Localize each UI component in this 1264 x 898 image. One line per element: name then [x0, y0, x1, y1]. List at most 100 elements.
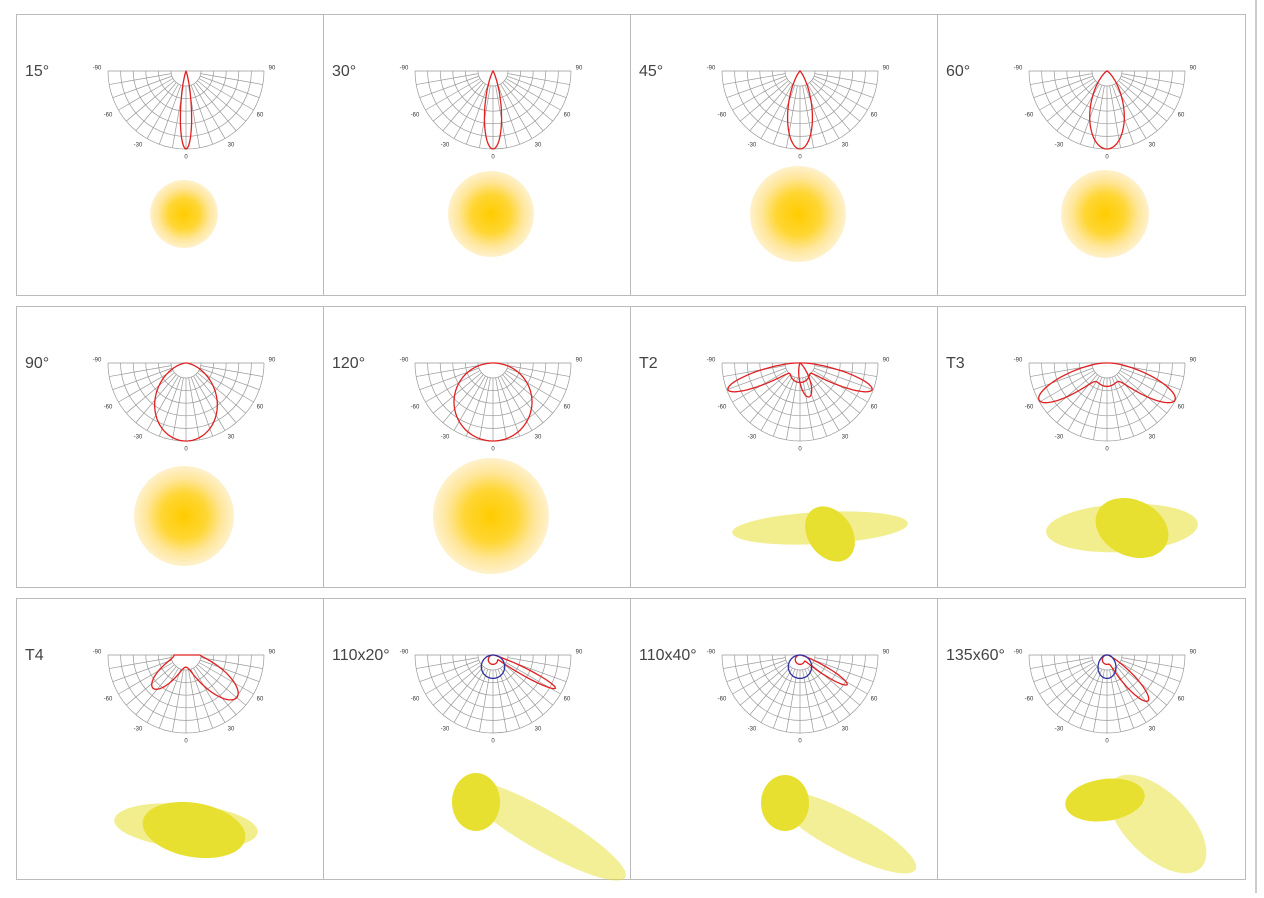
polar-spoke — [813, 75, 874, 99]
cell: 60° -90 -60 -30 0 30 60 90 — [937, 14, 1246, 296]
light-spot — [142, 801, 246, 859]
polar-spoke — [786, 669, 798, 732]
polar-spoke — [1030, 73, 1093, 85]
polar-spoke — [507, 365, 570, 377]
cell: 90° -90 -60 -30 0 30 60 90 — [16, 306, 324, 588]
cell-label: T4 — [25, 647, 44, 664]
polar-spoke — [804, 84, 828, 145]
polar-spoke — [732, 662, 788, 695]
polar-label: -90 — [1014, 66, 1023, 72]
cell: T3 -90 -60 -30 0 30 60 90 — [937, 306, 1246, 588]
polar-spoke — [726, 367, 787, 391]
polar-label: 90 — [1190, 66, 1197, 72]
cell-label: 110x40° — [639, 647, 697, 664]
polar-spoke — [453, 667, 486, 723]
polar-label: -30 — [748, 435, 757, 441]
polar-spoke — [814, 73, 877, 85]
polar-spoke — [172, 377, 184, 440]
polar-spoke — [1039, 370, 1095, 403]
polar-spoke — [1039, 78, 1095, 111]
cell: 110x20° -90 -60 -30 0 30 60 90 — [323, 598, 631, 881]
polar-spoke — [118, 78, 174, 111]
cell-border — [630, 598, 938, 880]
polar-spoke — [416, 657, 479, 669]
light-spot — [433, 458, 549, 574]
polar-spoke — [1030, 657, 1093, 669]
polar-spoke — [760, 83, 793, 139]
polar-spoke — [1039, 662, 1095, 695]
polar-spoke — [802, 85, 814, 148]
cell: 45° -90 -60 -30 0 30 60 90 — [630, 14, 938, 296]
polar-label: 30 — [535, 143, 542, 149]
polar-spoke — [433, 372, 482, 414]
polar-spoke — [1120, 75, 1181, 99]
polar-spoke — [442, 82, 484, 131]
polar-spoke — [190, 376, 214, 437]
polar-spoke — [505, 370, 561, 403]
polar-label: -60 — [1025, 697, 1034, 703]
cell-label: 60° — [946, 63, 970, 80]
polar-spoke — [112, 75, 173, 99]
polar-spoke — [1067, 83, 1100, 139]
polar-spoke — [1033, 367, 1094, 391]
polar-spoke — [497, 376, 521, 437]
polar-label: -60 — [104, 697, 113, 703]
polar-label: 90 — [1190, 650, 1197, 656]
beam-curve — [179, 70, 193, 150]
polar-label: 60 — [1178, 405, 1185, 411]
beam-curve — [1089, 70, 1125, 150]
polar-label: 90 — [269, 66, 276, 72]
polar-spoke — [812, 662, 868, 695]
polar-spoke — [802, 669, 814, 732]
polar-label: 60 — [257, 405, 264, 411]
polar-spoke — [419, 659, 480, 683]
polar-label: 30 — [842, 727, 849, 733]
beam-curve — [480, 654, 506, 680]
polar-spoke — [1121, 73, 1184, 85]
polar-spoke — [188, 377, 200, 440]
beam-curve — [151, 654, 239, 701]
light-spot — [134, 466, 234, 566]
polar-label: 0 — [798, 447, 802, 453]
polar-label: 30 — [842, 435, 849, 441]
polar-spoke — [1047, 80, 1096, 122]
polar-spoke — [1093, 377, 1105, 440]
polar-spoke — [760, 667, 793, 723]
light-spot — [1065, 778, 1145, 822]
polar-label: 0 — [1105, 739, 1109, 745]
polar-spoke — [1116, 82, 1158, 131]
polar-spoke — [1047, 664, 1096, 706]
polar-spoke — [760, 375, 793, 431]
cell-border — [937, 306, 1246, 588]
polar-spoke — [442, 374, 484, 423]
polar-label: -90 — [400, 358, 409, 364]
light-spot — [805, 506, 855, 562]
polar-label: -90 — [93, 358, 102, 364]
polar-spoke — [497, 668, 521, 729]
polar-spoke — [726, 659, 787, 683]
polar-spoke — [146, 667, 179, 723]
polar-spoke — [1111, 376, 1135, 437]
polar-spoke — [809, 666, 851, 715]
cell-label: 90° — [25, 355, 49, 372]
polar-spoke — [197, 80, 246, 122]
polar-spoke — [135, 666, 177, 715]
polar-spoke — [723, 73, 786, 85]
light-spot — [150, 180, 218, 248]
polar-label: 60 — [1178, 697, 1185, 703]
polar-spoke — [740, 80, 789, 122]
polar-spoke — [814, 657, 877, 669]
polar-label: -90 — [707, 358, 716, 364]
polar-label: -90 — [400, 66, 409, 72]
polar-spoke — [772, 668, 796, 729]
polar-spoke — [433, 80, 482, 122]
cell-label: 30° — [332, 63, 356, 80]
polar-spoke — [126, 664, 175, 706]
polar-spoke — [158, 376, 182, 437]
polar-label: 90 — [269, 358, 276, 364]
polar-label: -30 — [1055, 727, 1064, 733]
polar-label: 0 — [798, 739, 802, 745]
polar-spoke — [812, 78, 868, 111]
polar-spoke — [1033, 659, 1094, 683]
